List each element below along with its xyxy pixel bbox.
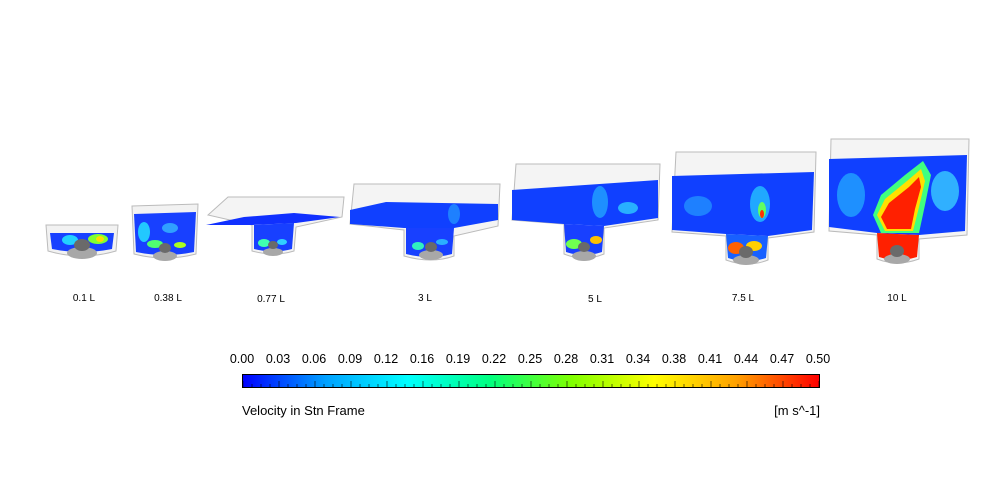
legend-tick-label: 0.28: [553, 352, 579, 366]
legend-tick-label: 0.50: [805, 352, 831, 366]
vessel-label: 0.77 L: [257, 294, 285, 305]
vessel-label: 0.1 L: [72, 293, 96, 304]
legend-tick-label: 0.34: [625, 352, 651, 366]
legend-tick-label: 0.41: [697, 352, 723, 366]
legend-tick-label: 0.00: [229, 352, 255, 366]
legend-title: Velocity in Stn Frame: [242, 403, 365, 418]
vessel-label: 3 L: [418, 293, 432, 304]
legend-units: [m s^-1]: [774, 403, 820, 418]
legend-tick-label: 0.12: [373, 352, 399, 366]
legend-tick-label: 0.22: [481, 352, 507, 366]
vessel-0.77L: [204, 195, 346, 260]
legend-tick-label: 0.47: [769, 352, 795, 366]
legend-tick-label: 0.16: [409, 352, 435, 366]
vessel-3L: [346, 180, 504, 265]
vessel-5L: [508, 160, 664, 265]
vessel-label: 0.38 L: [154, 293, 182, 304]
vessel-label: 5 L: [588, 294, 602, 305]
vessel-10L: [825, 135, 973, 270]
legend-colorbar: [242, 374, 820, 388]
legend-tick-label: 0.38: [661, 352, 687, 366]
color-legend: 0.00 0.03 0.06 0.09 0.12 0.16 0.19 0.22 0.25 0.28…: [212, 348, 832, 428]
legend-tick-label: 0.09: [337, 352, 363, 366]
vessel-0.38L: [130, 200, 200, 270]
vessel-label: 10 L: [887, 293, 907, 304]
legend-tick-label: 0.19: [445, 352, 471, 366]
legend-tick-label: 0.03: [265, 352, 291, 366]
vessel-0.1L: [42, 215, 122, 270]
vessel-7.5L: [668, 148, 820, 270]
legend-tick-label: 0.25: [517, 352, 543, 366]
legend-tick-label: 0.31: [589, 352, 615, 366]
legend-tick-label: 0.06: [301, 352, 327, 366]
vessel-label: 7.5 L: [731, 293, 755, 304]
legend-tick-label: 0.44: [733, 352, 759, 366]
